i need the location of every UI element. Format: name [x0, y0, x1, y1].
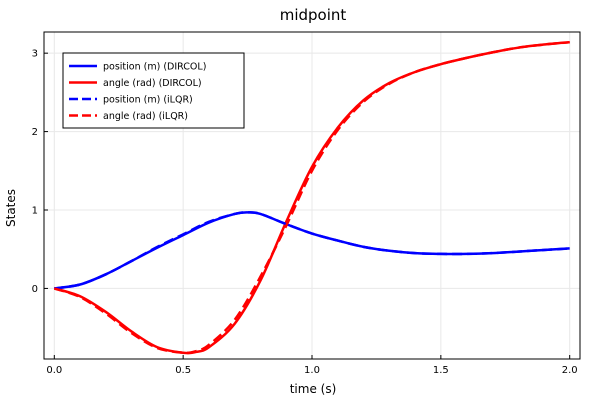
x-axis-label: time (s)	[290, 382, 337, 396]
y-tick-label: 0	[32, 284, 38, 295]
series-angle-ilqr	[53, 40, 570, 355]
legend-label: position (m) (DIRCOL)	[103, 62, 206, 73]
y-tick-label: 1	[32, 206, 38, 217]
y-tick-label: 3	[32, 49, 38, 60]
legend-label: angle (rad) (iLQR)	[103, 111, 188, 122]
series-layer	[53, 40, 570, 355]
y-tick-label: 2	[32, 127, 38, 138]
chart-title: midpoint	[280, 6, 347, 24]
series-position-ilqr	[54, 211, 570, 290]
legend: position (m) (DIRCOL) angle (rad) (DIRCOL…	[62, 52, 245, 129]
axis-ticks: 0.0 0.5 1.0 1.5 2.0 0 1 2 3	[32, 49, 578, 376]
x-tick-label: 2.0	[562, 365, 578, 376]
x-tick-label: 1.5	[433, 365, 449, 376]
x-tick-label: 0.5	[175, 365, 191, 376]
x-tick-label: 1.0	[304, 365, 320, 376]
legend-label: angle (rad) (DIRCOL)	[103, 78, 202, 89]
y-axis-label: States	[4, 189, 18, 227]
x-tick-label: 0.0	[46, 365, 62, 376]
legend-label: position (m) (iLQR)	[103, 95, 193, 106]
